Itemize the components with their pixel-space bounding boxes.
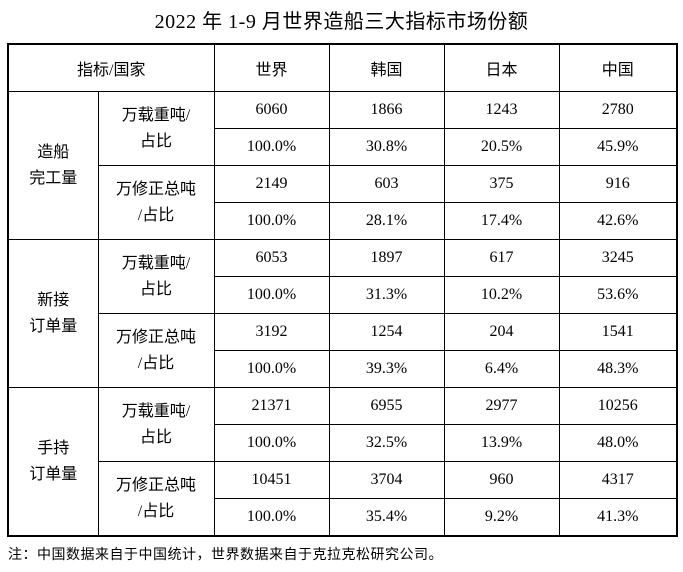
metric-label-line: 占比 (140, 132, 173, 150)
share-cell: 10.2% (443, 276, 560, 314)
metric-label-line: 万修正总吨 (116, 476, 197, 494)
metric-label-line: 万修正总吨 (116, 328, 197, 346)
group-label-line: 订单量 (29, 317, 78, 335)
metric-label-line: 占比 (140, 428, 173, 446)
value-cell: 1254 (328, 313, 445, 351)
table-row: 新接 订单量 万载重吨/ 占比 6053 1897 617 3245 (7, 239, 678, 388)
table-row: 万修正总吨 /占比 3192 1254 204 1541 (8, 313, 678, 388)
metric-label-line: 万修正总吨 (116, 180, 197, 198)
value-cell: 916 (558, 165, 678, 203)
table-header-row: 指标/国家 世界 韩国 日本 中国 (7, 43, 678, 92)
share-cell: 32.5% (328, 424, 445, 462)
metric-label-dwt: 万载重吨/ 占比 (97, 239, 215, 314)
share-cell: 35.4% (328, 498, 445, 537)
table-row: 100.0% 35.4% 9.2% 41.3% (8, 498, 678, 537)
share-cell: 100.0% (213, 350, 330, 388)
value-cell: 3192 (213, 313, 330, 351)
group-label-orderbook: 手持 订单量 (7, 387, 99, 537)
value-cell: 3704 (328, 461, 445, 499)
shipbuilding-indicators-table: 指标/国家 世界 韩国 日本 中国 造船 完工量 万载重吨/ 占比 6060 1… (7, 43, 679, 537)
metric-label-dwt: 万载重吨/ 占比 (97, 91, 215, 166)
share-cell: 28.1% (328, 202, 445, 240)
metric-label-line: /占比 (137, 354, 175, 372)
group-label-line: 新接 (37, 291, 70, 309)
col-header-japan: 日本 (443, 43, 560, 92)
group-label-line: 手持 (37, 439, 70, 457)
share-cell: 100.0% (213, 498, 330, 537)
table-row: 100.0% 30.8% 20.5% 45.9% (8, 128, 678, 166)
table-row: 100.0% 28.1% 17.4% 42.6% (8, 202, 678, 240)
value-cell: 6955 (328, 387, 445, 425)
share-cell: 9.2% (443, 498, 560, 537)
corner-header: 指标/国家 (7, 43, 215, 92)
metric-label-line: 万载重吨/ (121, 254, 191, 272)
metric-label-cgt: 万修正总吨 /占比 (97, 461, 215, 537)
share-cell: 42.6% (558, 202, 678, 240)
table-row: 100.0% 32.5% 13.9% 48.0% (8, 424, 678, 462)
table-row: 手持 订单量 万载重吨/ 占比 21371 6955 2977 10256 (7, 387, 678, 537)
metric-label-line: 占比 (140, 280, 173, 298)
metric-label-line: /占比 (137, 206, 175, 224)
value-cell: 21371 (213, 387, 330, 425)
col-header-china: 中国 (558, 43, 678, 92)
share-cell: 17.4% (443, 202, 560, 240)
share-cell: 13.9% (443, 424, 560, 462)
metric-label-cgt: 万修正总吨 /占比 (97, 313, 215, 388)
value-cell: 204 (443, 313, 560, 351)
value-cell: 2780 (558, 91, 678, 129)
document-page: 2022 年 1-9 月世界造船三大指标市场份额 指标/国家 世界 韩国 日本 … (0, 5, 683, 572)
value-cell: 1243 (443, 91, 560, 129)
share-cell: 100.0% (213, 202, 330, 240)
share-cell: 45.9% (558, 128, 678, 166)
value-cell: 2977 (443, 387, 560, 425)
table-row: 万修正总吨 /占比 2149 603 375 916 (8, 165, 678, 240)
group-label-completions: 造船 完工量 (7, 91, 99, 240)
table-row: 造船 完工量 万载重吨/ 占比 6060 1866 1243 2780 (7, 91, 678, 240)
col-header-korea: 韩国 (328, 43, 445, 92)
table-row: 万修正总吨 /占比 10451 3704 960 4317 (8, 461, 678, 537)
group-label-line: 完工量 (29, 169, 78, 187)
footnote: 注：中国数据来自于中国统计，世界数据来自于克拉克松研究公司。 (8, 546, 443, 562)
value-cell: 960 (443, 461, 560, 499)
share-cell: 41.3% (558, 498, 678, 537)
metric-label-cgt: 万修正总吨 /占比 (97, 165, 215, 240)
table-row: 100.0% 31.3% 10.2% 53.6% (8, 276, 678, 314)
value-cell: 617 (443, 239, 560, 277)
value-cell: 603 (328, 165, 445, 203)
share-cell: 48.0% (558, 424, 678, 462)
value-cell: 6060 (213, 91, 330, 129)
metric-label-line: 万载重吨/ (121, 402, 191, 420)
col-header-world: 世界 (213, 43, 330, 92)
page-title: 2022 年 1-9 月世界造船三大指标市场份额 (154, 11, 529, 33)
share-cell: 6.4% (443, 350, 560, 388)
metric-label-line: /占比 (137, 502, 175, 520)
metric-label-line: 万载重吨/ (121, 106, 191, 124)
value-cell: 10256 (558, 387, 678, 425)
share-cell: 20.5% (443, 128, 560, 166)
value-cell: 2149 (213, 165, 330, 203)
share-cell: 48.3% (558, 350, 678, 388)
group-label-new-orders: 新接 订单量 (7, 239, 99, 388)
metric-label-dwt: 万载重吨/ 占比 (97, 387, 215, 462)
share-cell: 53.6% (558, 276, 678, 314)
table-row: 100.0% 39.3% 6.4% 48.3% (8, 350, 678, 388)
value-cell: 1897 (328, 239, 445, 277)
share-cell: 100.0% (213, 276, 330, 314)
share-cell: 31.3% (328, 276, 445, 314)
value-cell: 1541 (558, 313, 678, 351)
share-cell: 39.3% (328, 350, 445, 388)
value-cell: 3245 (558, 239, 678, 277)
share-cell: 100.0% (213, 424, 330, 462)
group-label-line: 造船 (37, 143, 70, 161)
share-cell: 100.0% (213, 128, 330, 166)
value-cell: 4317 (558, 461, 678, 499)
value-cell: 6053 (213, 239, 330, 277)
value-cell: 1866 (328, 91, 445, 129)
value-cell: 375 (443, 165, 560, 203)
group-label-line: 订单量 (29, 465, 78, 483)
share-cell: 30.8% (328, 128, 445, 166)
value-cell: 10451 (213, 461, 330, 499)
